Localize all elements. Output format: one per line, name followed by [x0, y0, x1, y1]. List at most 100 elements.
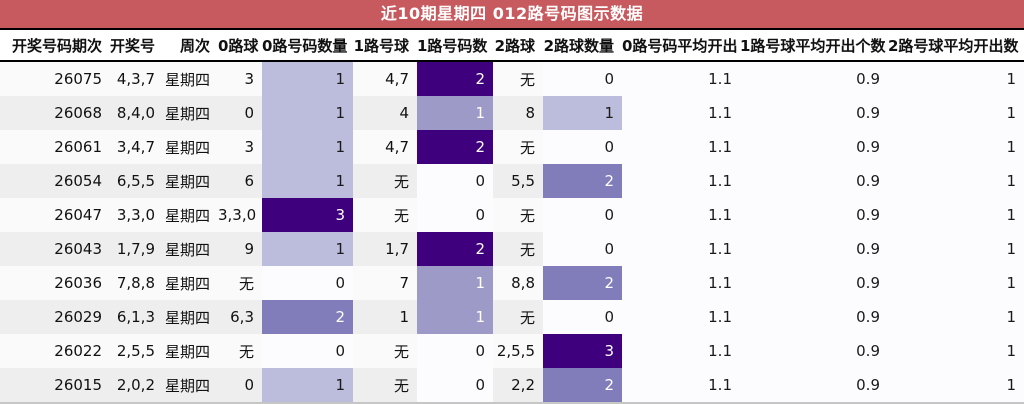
heat-cell: 1: [888, 334, 1024, 368]
table-cell: 1,7,9: [116, 240, 155, 258]
table-cell: 0: [244, 376, 254, 394]
heat-cell: 0: [417, 198, 493, 232]
table-cell: 无: [519, 240, 535, 259]
heat-cell: 1: [262, 232, 353, 266]
table-cell: 无: [393, 206, 409, 225]
table-cell: 4: [399, 104, 409, 122]
table-cell: 无: [519, 206, 535, 225]
table-cell: 26036: [54, 274, 102, 292]
heat-cell: 0.9: [740, 198, 888, 232]
table-cell: 无: [393, 376, 409, 395]
heat-cell: 1: [888, 198, 1024, 232]
heat-cell: 1: [888, 300, 1024, 334]
heat-cell: 0: [417, 368, 493, 403]
table-cell: 8: [525, 104, 535, 122]
heat-cell: 1: [262, 61, 353, 96]
table-cell: 6,1,3: [116, 308, 155, 326]
heat-cell: 1: [888, 96, 1024, 130]
heat-cell: 1: [888, 232, 1024, 266]
heat-cell: 0.9: [740, 300, 888, 334]
heat-cell: 0.9: [740, 334, 888, 368]
heat-cell: 1.1: [622, 164, 740, 198]
page-title: 近10期星期四 012路号码图示数据: [0, 0, 1024, 28]
heat-cell: 0.9: [740, 368, 888, 403]
table-row: 26022 2,5,5 星期四无 0 无 0 2,5,5 3 1.1 0.9 1: [0, 334, 1024, 368]
heat-cell: 0: [543, 232, 622, 266]
table-cell: 2,0,2: [116, 376, 155, 394]
table-row: 26075 4,3,7 星期四 3 1 4,7 2 无 0 1.1 0.9 1: [0, 61, 1024, 96]
table-row: 26036 7,8,8 星期四无 0 7 1 8,8 2 1.1 0.9 1: [0, 266, 1024, 300]
heat-cell: 1.1: [622, 130, 740, 164]
heat-cell: 1: [262, 164, 353, 198]
table-cell: 无: [519, 138, 535, 157]
table-cell: 星期四: [164, 104, 210, 123]
table-cell: 无: [519, 70, 535, 89]
table-cell: 26043: [54, 240, 102, 258]
table-cell: 2,2: [511, 376, 535, 394]
table-cell: 2,5,5: [496, 342, 535, 360]
column-header: 0路球: [218, 29, 262, 61]
table-cell: 26054: [54, 172, 102, 190]
table-row: 26047 3,3,0 星期四 3,3,0 3 无 0 无 0 1.1 0.9 1: [0, 198, 1024, 232]
heat-cell: 2: [543, 164, 622, 198]
table-cell: 星期四: [164, 376, 210, 395]
table-cell: 无: [519, 308, 535, 327]
heat-cell: 2: [543, 368, 622, 403]
heat-cell: 0: [262, 334, 353, 368]
table-cell: 3: [244, 138, 254, 156]
table-cell: 3,3,0: [218, 206, 257, 224]
column-header: 开奖号: [110, 29, 163, 61]
heat-cell: 2: [417, 61, 493, 96]
table-cell: 26075: [54, 70, 102, 88]
table-cell: 7,8,8: [116, 274, 155, 292]
column-header: 2路球: [493, 29, 543, 61]
table-cell: 无: [393, 342, 409, 361]
table-header-row: 开奖号码期次 开奖号 周次 0路球 0路号码数量 1路号球 1路号码数 2路球 2路球数量 0路号…: [0, 29, 1024, 61]
table-cell: 8,4,0: [116, 104, 155, 122]
heat-cell: 0.9: [740, 61, 888, 96]
column-header: 开奖号码期次: [0, 29, 110, 61]
heat-cell: 1: [417, 266, 493, 300]
heat-cell: 1: [888, 130, 1024, 164]
heat-cell: 1: [262, 130, 353, 164]
heat-cell: 0.9: [740, 96, 888, 130]
heat-cell: 2: [262, 300, 353, 334]
table-cell: 1: [399, 308, 409, 326]
table-row: 26068 8,4,0 星期四 0 1 4 1 8 1 1.1 0.9 1: [0, 96, 1024, 130]
heat-cell: 1: [543, 96, 622, 130]
heat-cell: 1.1: [622, 266, 740, 300]
table-cell: 4,7: [385, 70, 409, 88]
heat-cell: 0: [543, 61, 622, 96]
table-cell: 星期四: [164, 138, 210, 157]
table-cell: 6: [244, 172, 254, 190]
heat-cell: 1.1: [622, 61, 740, 96]
table-row: 26043 1,7,9 星期四 9 1 1,7 2 无 0 1.1 0.9 1: [0, 232, 1024, 266]
column-header: 1路号码数: [417, 29, 493, 61]
table-cell: 星期四: [164, 342, 210, 361]
table-cell: 3,4,7: [116, 138, 155, 156]
column-header: 周次: [163, 29, 218, 61]
table-cell: 无: [393, 172, 409, 191]
table-cell: 星期四: [164, 206, 210, 225]
heat-cell: 1: [888, 164, 1024, 198]
table-cell: 26061: [54, 138, 102, 156]
heat-cell: 2: [417, 130, 493, 164]
table-cell: 3: [244, 70, 254, 88]
heat-cell: 0: [543, 130, 622, 164]
table-cell: 星期四: [164, 274, 210, 293]
heat-cell: 1: [417, 96, 493, 130]
heat-cell: 0: [417, 164, 493, 198]
table-cell: 8,8: [511, 274, 535, 292]
table-cell: 9: [244, 240, 254, 258]
heat-cell: 1.1: [622, 300, 740, 334]
heat-cell: 0.9: [740, 266, 888, 300]
table-row: 26061 3,4,7 星期四 3 1 4,7 2 无 0 1.1 0.9 1: [0, 130, 1024, 164]
table-cell: 3,3,0: [116, 206, 155, 224]
table-cell: 0: [244, 104, 254, 122]
heat-cell: 0: [543, 300, 622, 334]
heat-cell: 1.1: [622, 232, 740, 266]
table-cell: 6,5,5: [116, 172, 155, 190]
heat-cell: 1: [888, 266, 1024, 300]
column-header: 0路号码数量: [262, 29, 353, 61]
